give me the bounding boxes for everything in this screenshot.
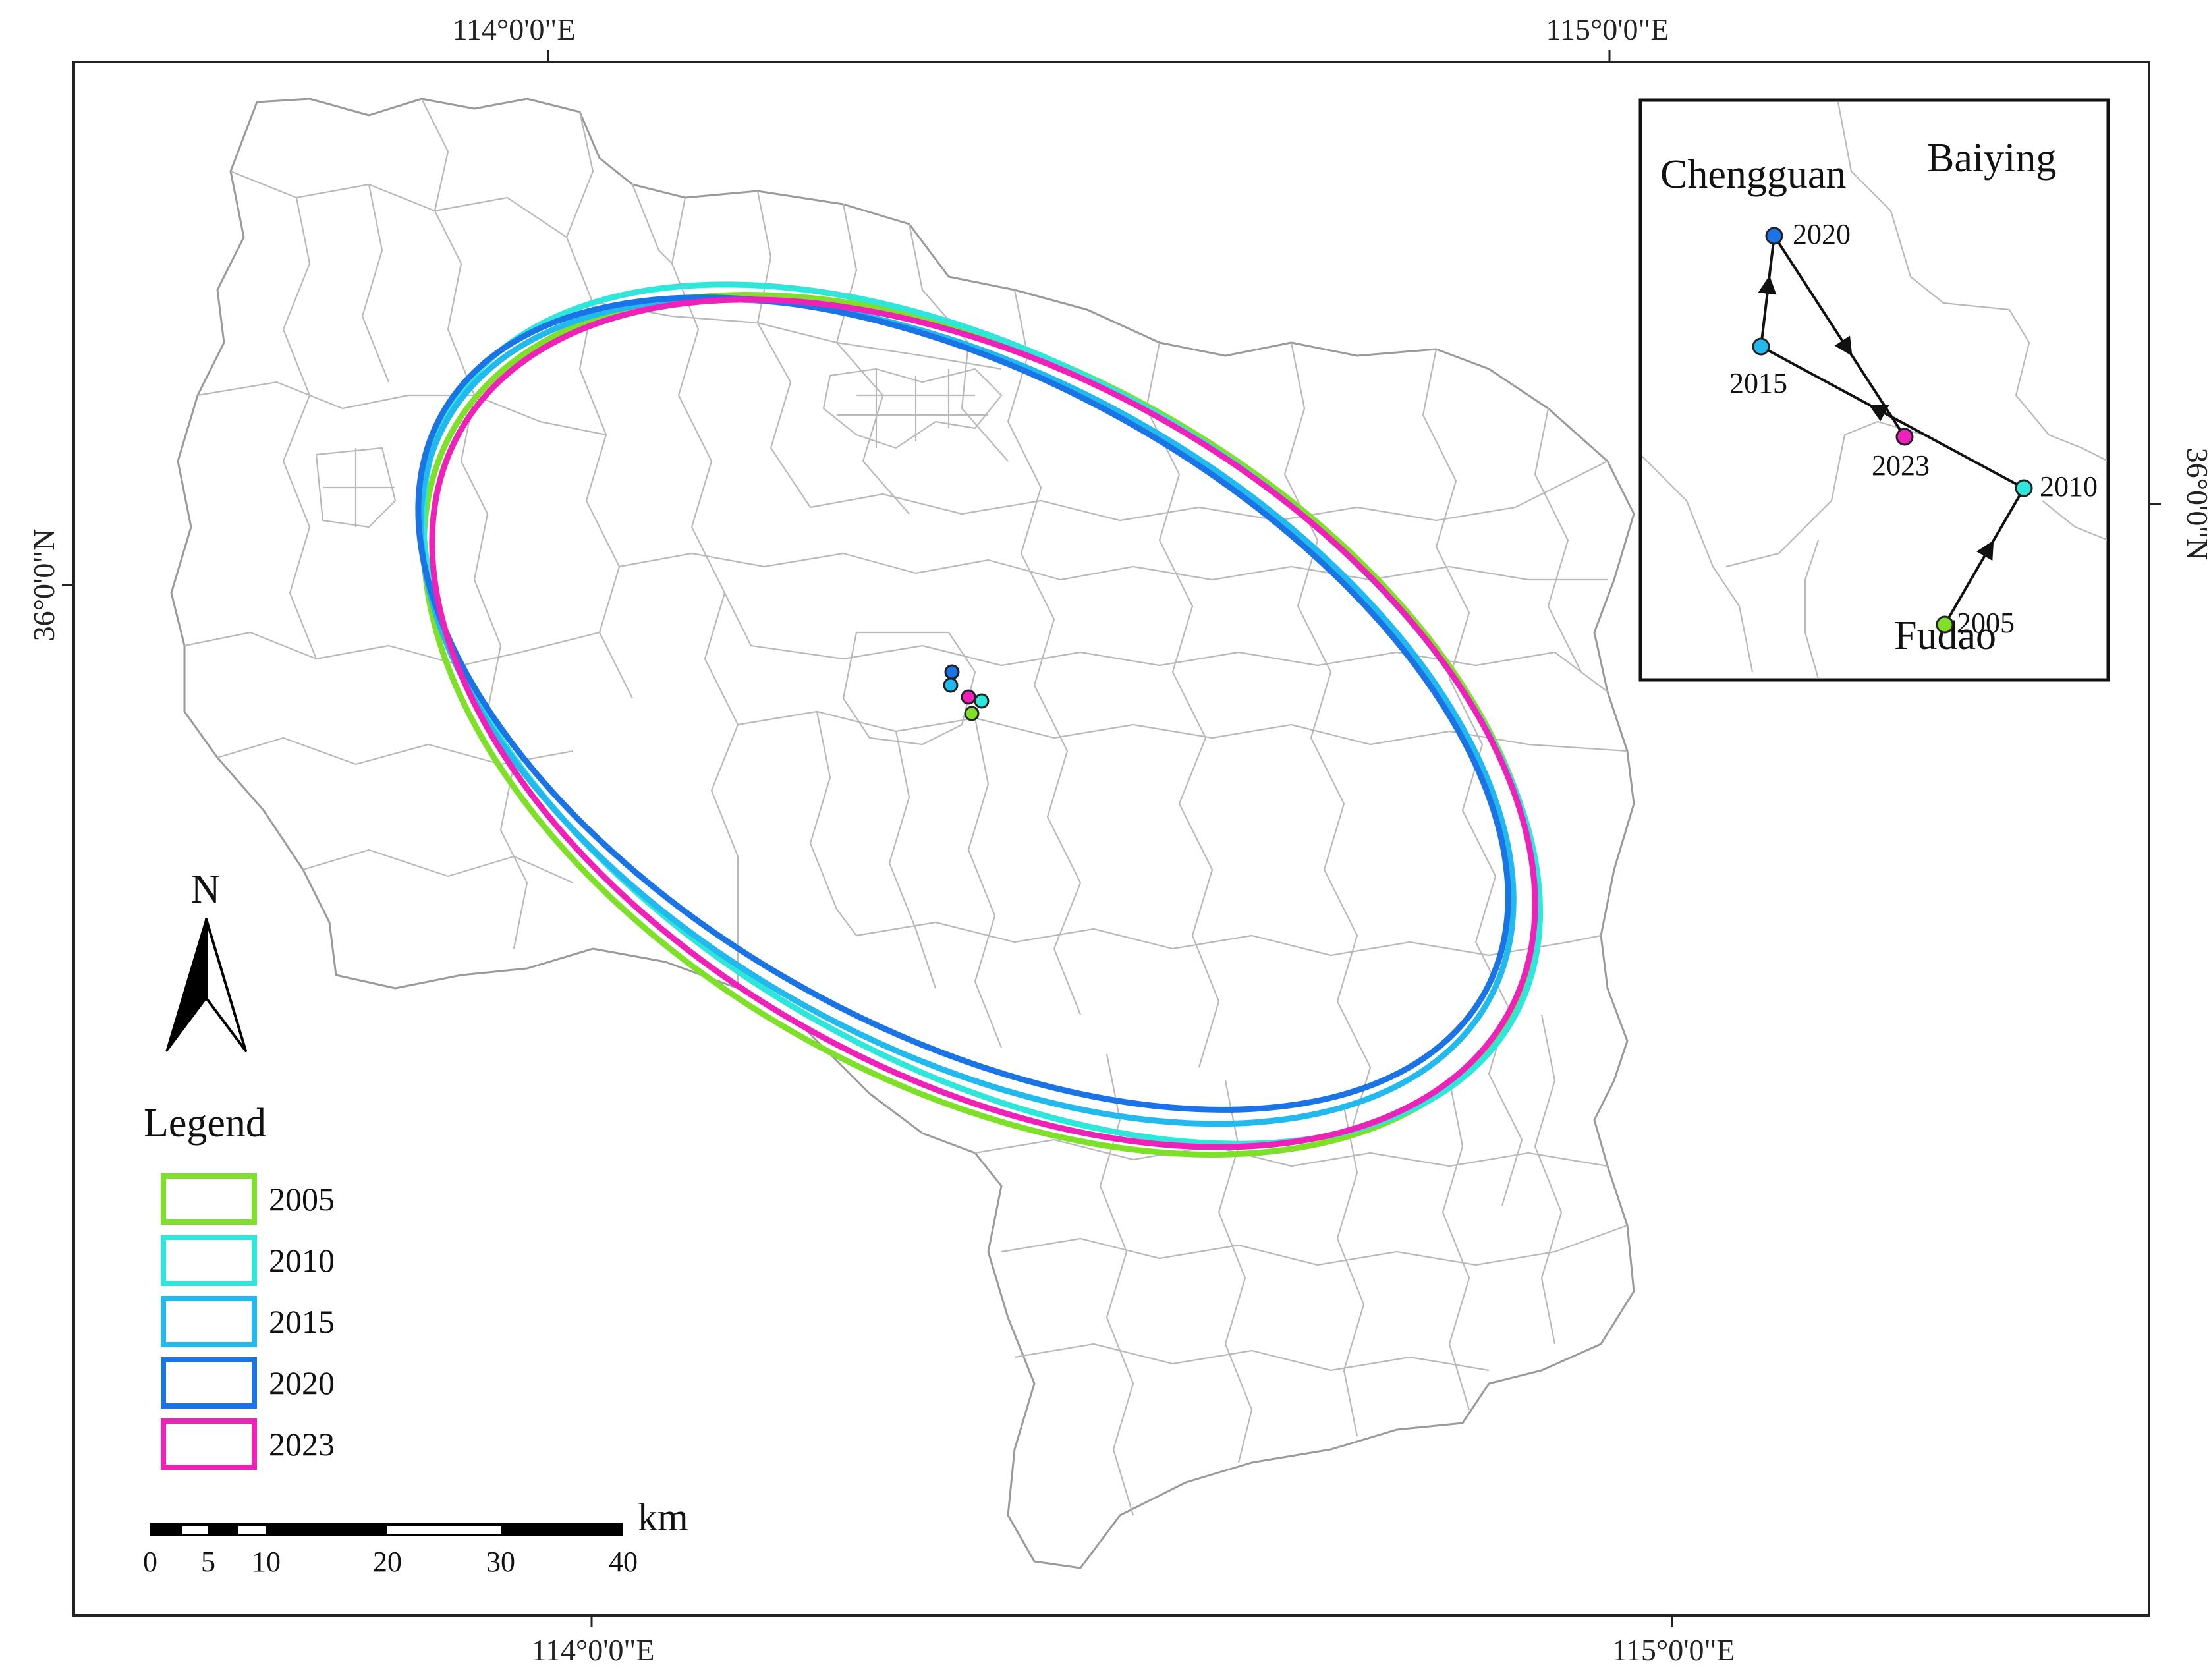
inset-point-2010 [2015, 479, 2033, 497]
legend-swatch-2010 [161, 1235, 257, 1286]
inset-point-2015 [1752, 337, 1770, 356]
mean-center-2005 [964, 706, 980, 721]
legend-swatch-2020 [161, 1357, 257, 1409]
north-arrow: N [165, 867, 247, 1052]
legend-swatch-2023 [161, 1418, 257, 1470]
lon-label-right-top: 115°0'0"E [1546, 13, 1669, 46]
legend: Legend 2005 2010 2015 2020 2023 [144, 1101, 335, 1470]
inset-label-chengguan: Chengguan [1660, 152, 1846, 197]
inset-point-2020 [1765, 227, 1783, 245]
inset-label-baiying: Baiying [1927, 136, 2056, 181]
north-arrow-label: N [191, 867, 221, 912]
scale-tick-20: 20 [373, 1546, 402, 1578]
inset-year-label-2023: 2023 [1872, 449, 1930, 482]
legend-label-2023: 2023 [269, 1426, 335, 1463]
scale-bar: km 0 5 10 20 30 40 [143, 1496, 688, 1578]
inset-point-2023 [1895, 428, 1914, 446]
lon-label-left-bottom: 114°0'0"E [532, 1633, 655, 1667]
inset-year-label-2010: 2010 [2040, 470, 2098, 503]
mean-center-2015 [943, 677, 959, 693]
map-frame [62, 50, 2161, 1627]
lat-label-left: 36°0'0"N [27, 529, 61, 642]
scale-tick-40: 40 [609, 1546, 638, 1578]
mean-center-2010 [974, 693, 990, 709]
legend-label-2005: 2005 [269, 1181, 335, 1218]
lat-label-right: 36°0'0"N [2181, 448, 2209, 561]
mean-center-2020 [944, 664, 960, 680]
inset-year-label-2020: 2020 [1793, 218, 1851, 250]
inset-year-label-2015: 2015 [1729, 367, 1787, 399]
mean-centers [943, 664, 990, 721]
mean-center-2023 [961, 689, 976, 705]
legend-label-2020: 2020 [269, 1364, 335, 1401]
lon-label-right-bottom: 115°0'0"E [1612, 1633, 1735, 1667]
lon-label-left-top: 114°0'0"E [453, 13, 576, 46]
legend-swatch-2015 [161, 1296, 257, 1347]
county-boundaries [170, 98, 1635, 1569]
legend-swatch-2005 [161, 1173, 257, 1225]
study-area-outline [170, 98, 1635, 1569]
ellipse-2020 [415, 294, 1511, 1113]
ellipse-2015 [418, 296, 1517, 1127]
legend-label-2010: 2010 [269, 1242, 335, 1279]
scale-tick-0: 0 [143, 1546, 157, 1578]
centroid-migration-track: 2005 2010 2015 2020 2023 [1729, 218, 2098, 639]
scale-tick-10: 10 [252, 1546, 281, 1578]
scale-tick-30: 30 [486, 1546, 515, 1578]
inset-year-label-2005: 2005 [1957, 607, 2015, 639]
inset-point-2005 [1936, 615, 1954, 634]
legend-label-2015: 2015 [269, 1303, 335, 1340]
inset-map: Chengguan Baiying Fudao 2005201020152020… [1638, 98, 2110, 682]
scale-unit: km [638, 1496, 688, 1539]
legend-title: Legend [144, 1101, 266, 1146]
standard-deviation-ellipses [415, 281, 1544, 1158]
ellipse-2023 [429, 296, 1538, 1150]
north-arrow-icon [165, 918, 208, 1052]
scale-tick-5: 5 [201, 1546, 215, 1578]
